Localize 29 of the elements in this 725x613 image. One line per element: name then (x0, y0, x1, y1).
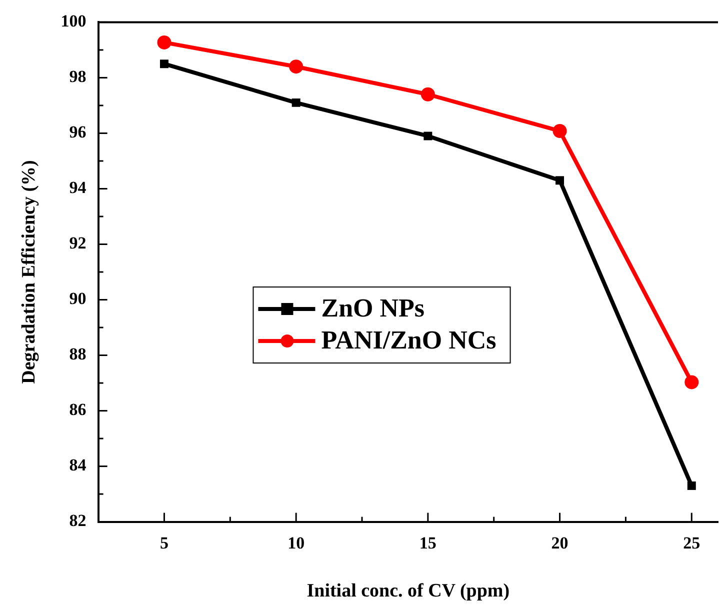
y-axis-title: Degradation Efficiency (%) (18, 160, 40, 384)
y-tick-label: 90 (69, 289, 86, 308)
x-tick-label: 25 (683, 533, 700, 552)
point (556, 176, 564, 185)
x-axis-title: Initial conc. of CV (ppm) (306, 580, 510, 602)
x-tick-label: 5 (160, 533, 168, 552)
y-tick-label: 96 (69, 122, 86, 142)
point (292, 98, 300, 107)
y-tick-label: 88 (69, 344, 86, 364)
legend-label: PANI/ZnO NCs (321, 326, 496, 355)
point (552, 124, 567, 138)
point (424, 132, 432, 140)
y-tick-label: 86 (69, 400, 86, 420)
x-tick-label: 10 (288, 533, 305, 552)
point (157, 35, 172, 50)
x-tick-label: 15 (419, 533, 436, 552)
point (289, 60, 304, 74)
point (684, 375, 699, 390)
y-tick-label: 84 (69, 456, 87, 475)
point (160, 60, 168, 68)
x-tick-label: 20 (551, 533, 568, 552)
legend-label: ZnO NPs (321, 294, 425, 323)
y-tick-label: 94 (69, 178, 87, 198)
point (687, 481, 696, 490)
point (420, 87, 435, 102)
y-tick-label: 98 (69, 67, 86, 86)
y-tick-label: 100 (60, 12, 86, 31)
y-tick-label: 92 (69, 234, 86, 253)
y-tick-label: 82 (69, 511, 86, 530)
